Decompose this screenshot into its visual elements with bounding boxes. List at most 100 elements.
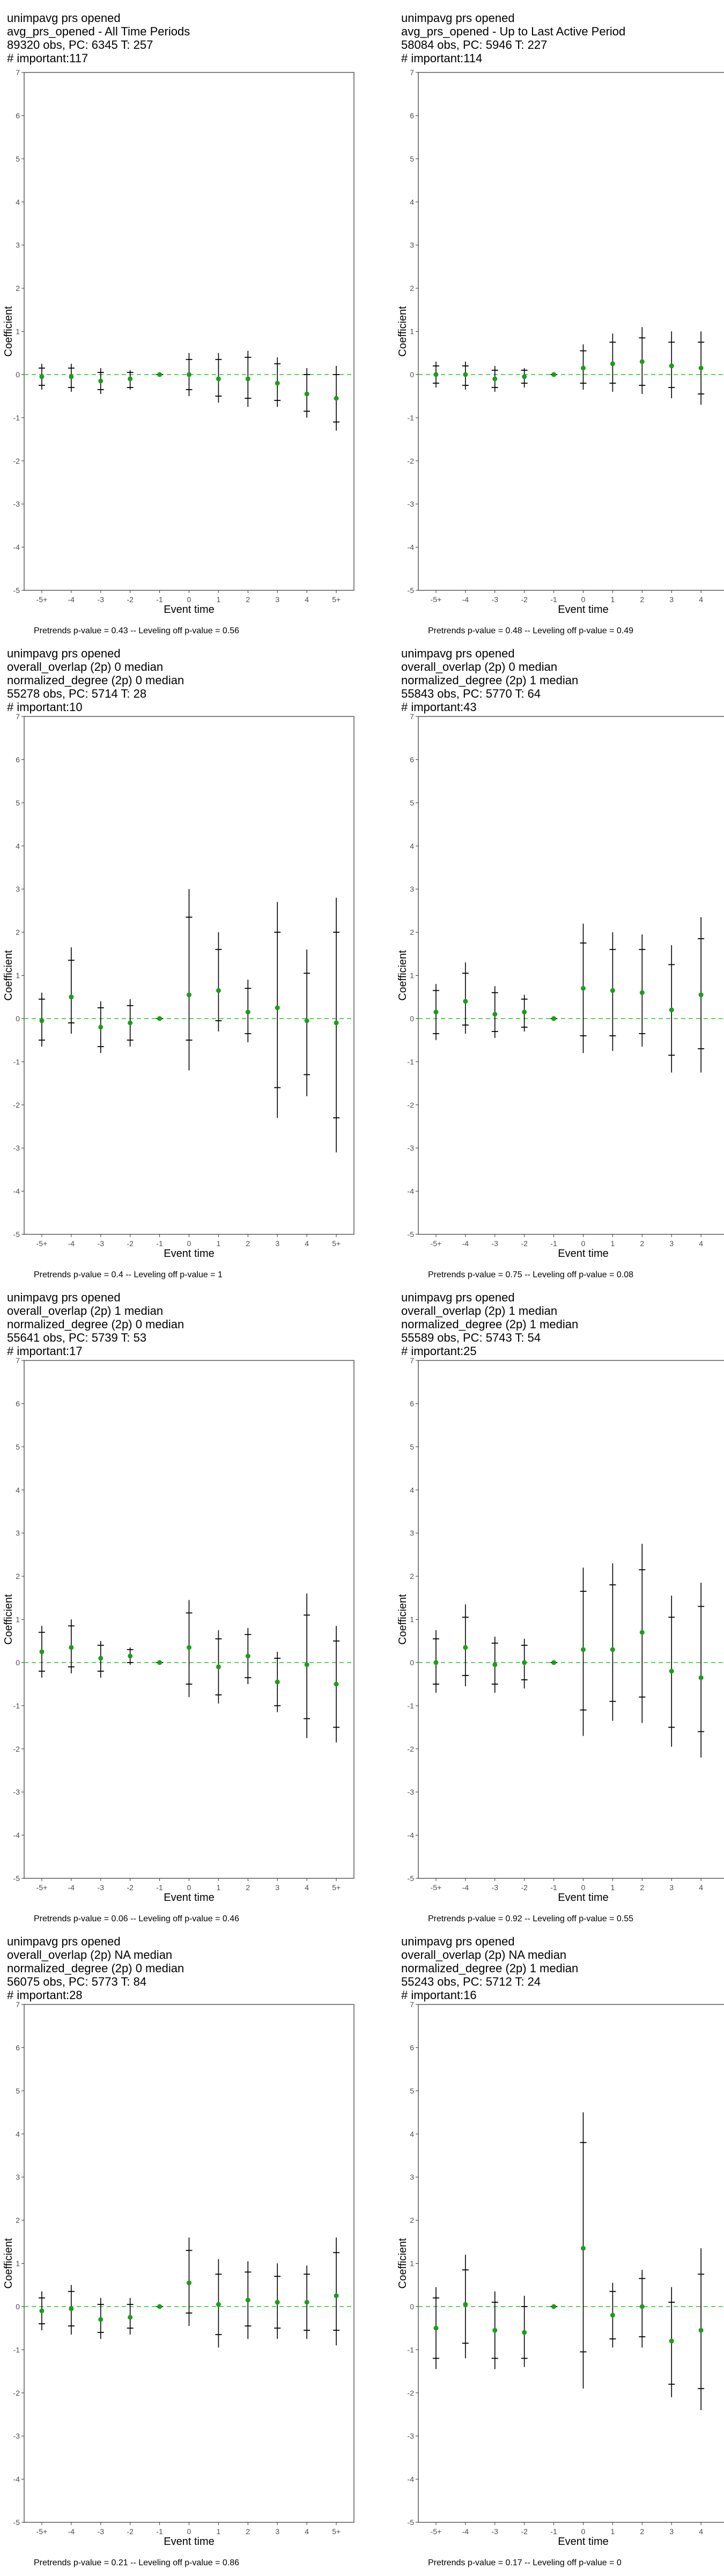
y-tick-label: 3 — [410, 1529, 414, 1538]
chart-title-line: 89320 obs, PC: 6345 T: 257 — [7, 38, 153, 52]
y-tick-label: -4 — [13, 543, 20, 552]
data-point-0 — [186, 2237, 193, 2326]
data-point--3 — [97, 368, 104, 394]
x-tick-label: -4 — [462, 1239, 469, 1248]
data-point-3 — [668, 945, 675, 1073]
y-tick-label: 6 — [16, 111, 20, 120]
y-tick-label: -2 — [408, 2389, 415, 2397]
coefficient-point — [245, 1009, 250, 1015]
x-tick-label: 0 — [187, 1883, 191, 1892]
y-tick-label: -3 — [408, 1788, 415, 1796]
data-point--4 — [462, 2255, 469, 2359]
y-tick-label: 2 — [410, 2216, 414, 2224]
x-tick-label: 4 — [699, 1239, 703, 1248]
coefficient-point — [98, 2317, 104, 2322]
y-tick-label: -4 — [13, 1187, 20, 1196]
coefficient-point — [581, 1647, 586, 1652]
data-point-1 — [609, 932, 616, 1051]
data-point--1 — [550, 2304, 557, 2309]
data-point-2 — [245, 2261, 252, 2339]
coefficient-point — [187, 1645, 191, 1650]
coefficient-point — [669, 363, 674, 369]
chart-title-line: unimpavg prs opened — [401, 11, 515, 25]
x-axis-title: Event time — [558, 2536, 608, 2548]
x-axis-title: Event time — [558, 1248, 608, 1260]
y-tick-label: -1 — [13, 1701, 20, 1710]
data-point--5+ — [38, 1626, 45, 1678]
data-point-1 — [609, 2282, 616, 2348]
coefficient-point — [304, 1018, 309, 1023]
y-tick-label: -3 — [408, 500, 415, 508]
data-point-0 — [186, 1600, 193, 1697]
x-tick-label: 1 — [611, 1239, 615, 1248]
chart-title-line: 55243 obs, PC: 5712 T: 24 — [401, 1975, 541, 1988]
x-tick-label: 0 — [581, 1883, 586, 1892]
y-tick-label: 4 — [16, 2129, 20, 2138]
coefficient-point — [463, 999, 468, 1004]
coefficient-point — [275, 2300, 280, 2305]
y-tick-label: -2 — [13, 1745, 20, 1753]
y-tick-label: -3 — [13, 2432, 20, 2440]
chart-title-line: overall_overlap (2p) 1 median — [7, 1304, 163, 1318]
coefficient-point — [157, 1660, 162, 1665]
coefficient-point — [522, 2330, 527, 2335]
x-tick-label: 2 — [640, 1239, 644, 1248]
data-point-2 — [639, 1543, 646, 1723]
chart-title-line: overall_overlap (2p) 0 median — [401, 660, 557, 674]
data-point--3 — [491, 1636, 498, 1693]
x-axis-title: Event time — [164, 1248, 214, 1260]
y-axis-title: Coefficient — [397, 306, 409, 357]
data-point--1 — [156, 2304, 163, 2309]
x-tick-label: 4 — [305, 595, 309, 604]
y-axis-title: Coefficient — [3, 950, 14, 1001]
pvalue-footer: Pretrends p-value = 0.75 -- Leveling off… — [428, 1270, 633, 1279]
y-tick-label: 2 — [410, 284, 414, 292]
data-point-1 — [215, 932, 222, 1032]
y-tick-label: 1 — [410, 1615, 414, 1624]
data-point--2 — [521, 994, 528, 1032]
y-tick-label: 1 — [410, 327, 414, 336]
y-tick-label: 3 — [16, 2173, 20, 2182]
x-tick-label: -2 — [521, 595, 528, 604]
y-tick-label: 5 — [410, 799, 414, 807]
x-tick-label: -5+ — [431, 2527, 442, 2536]
y-tick-label: 0 — [16, 1014, 20, 1023]
x-tick-label: 2 — [246, 1239, 250, 1248]
y-tick-label: 3 — [410, 241, 414, 250]
coefficient-point — [610, 1647, 615, 1652]
data-point-5+ — [333, 365, 340, 431]
coefficient-point — [39, 374, 45, 379]
data-point-1 — [215, 2259, 222, 2348]
x-axis-title: Event time — [558, 604, 608, 616]
coefficient-point — [98, 378, 104, 384]
data-point-1 — [215, 353, 222, 403]
coefficient-point — [98, 1024, 104, 1030]
data-point-4 — [698, 2248, 705, 2410]
chart-title-line: 56075 obs, PC: 5773 T: 84 — [7, 1975, 146, 1988]
x-tick-label: 5+ — [332, 2527, 341, 2536]
chart-title-line: avg_prs_opened - All Time Periods — [7, 25, 190, 38]
data-point-5+ — [333, 1626, 340, 1743]
y-tick-label: 3 — [16, 885, 20, 894]
x-tick-label: -2 — [521, 1883, 528, 1892]
y-tick-label: -1 — [408, 1701, 415, 1710]
chart-title-line: 55843 obs, PC: 5770 T: 64 — [401, 687, 541, 700]
y-tick-label: 6 — [16, 755, 20, 764]
chart-title-line: normalized_degree (2p) 1 median — [401, 1962, 578, 1975]
coefficient-point — [245, 1653, 250, 1659]
x-tick-label: -1 — [550, 1239, 557, 1248]
coefficient-point — [522, 1660, 527, 1665]
y-tick-label: -1 — [13, 1057, 20, 1066]
coefficient-point — [551, 372, 557, 377]
data-point-3 — [668, 331, 675, 399]
coefficient-point — [463, 1645, 468, 1650]
y-tick-label: -2 — [408, 1745, 415, 1753]
data-point--2 — [521, 2295, 528, 2367]
y-tick-label: 1 — [16, 327, 20, 336]
data-point-2 — [639, 934, 646, 1047]
y-tick-label: 3 — [16, 1529, 20, 1538]
y-tick-label: 4 — [410, 1485, 414, 1494]
x-tick-label: -2 — [521, 2527, 528, 2536]
y-tick-label: -1 — [408, 2345, 415, 2354]
